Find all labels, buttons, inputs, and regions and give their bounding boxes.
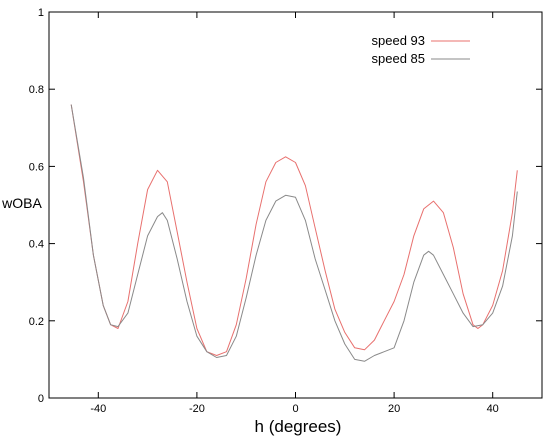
x-tick-label: 40 (487, 403, 499, 415)
x-axis-title: h (degrees) (255, 417, 342, 436)
x-tick-label: -40 (90, 403, 106, 415)
x-tick-label: -20 (189, 403, 205, 415)
y-tick-label: 0.2 (29, 316, 44, 328)
y-tick-label: 1 (38, 7, 44, 19)
x-tick-label: 0 (292, 403, 298, 415)
legend-label: speed 85 (372, 51, 426, 66)
series-lines (70, 104, 518, 362)
series-line-1 (70, 104, 518, 356)
legend: speed 93 speed 85 (372, 33, 470, 66)
y-tick-label: 0.6 (29, 161, 44, 173)
series-line-2 (70, 104, 518, 362)
y-axis-title: wOBA (1, 195, 42, 211)
y-tick-label: 0.8 (29, 84, 44, 96)
axis-ticks: -40 -20 0 20 40 0 0.2 0.4 0.6 0.8 1 (29, 7, 542, 415)
plot-frame (48, 11, 543, 399)
y-tick-label: 0.4 (29, 239, 44, 251)
x-tick-label: 20 (388, 403, 400, 415)
y-tick-label: 0 (38, 393, 44, 405)
legend-label: speed 93 (372, 33, 426, 48)
